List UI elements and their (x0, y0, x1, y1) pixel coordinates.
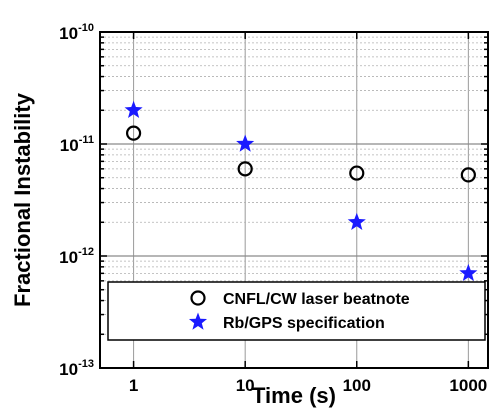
y-tick-exponent: -10 (78, 22, 94, 34)
beatnote-point (237, 161, 253, 177)
y-tick-base: 10 (59, 248, 78, 267)
x-tick-label: 1 (129, 376, 138, 395)
y-tick-base: 10 (60, 136, 79, 155)
rb-gps-point (347, 212, 366, 230)
x-tick-label: 10 (236, 376, 255, 395)
rb-gps-point (124, 100, 143, 118)
legend-box (107, 281, 486, 341)
legend-label: Rb/GPS specification (223, 315, 385, 332)
y-tick-exponent: -11 (79, 134, 94, 146)
legend-marker (190, 290, 206, 306)
y-tick-label: 10-10 (59, 22, 94, 43)
x-tick-label: 1000 (449, 376, 487, 395)
x-tick-label: 100 (343, 376, 371, 395)
legend: CNFL/CW laser beatnote Rb/GPS specificati… (107, 281, 486, 341)
beatnote-point (349, 165, 365, 181)
y-axis-title: Fractional Instability (10, 92, 35, 307)
y-tick-exponent: -12 (78, 246, 94, 258)
beatnote-point (460, 167, 476, 183)
y-tick-label: 10-13 (59, 358, 94, 379)
beatnote-point (125, 125, 142, 141)
data-points (124, 100, 478, 282)
rb-gps-point (459, 263, 478, 282)
legend-label: CNFL/CW laser beatnote (223, 291, 410, 308)
y-tick-base: 10 (59, 360, 78, 379)
legend-marker (188, 312, 208, 330)
y-tick-label: 10-12 (59, 246, 94, 267)
plot-frame (99, 31, 489, 369)
rb-gps-point (236, 134, 255, 152)
y-tick-exponent: -13 (78, 358, 94, 370)
y-tick-base: 10 (59, 24, 78, 43)
y-tick-label: 10-11 (60, 134, 94, 155)
x-axis-title: Time (s) (252, 383, 336, 408)
